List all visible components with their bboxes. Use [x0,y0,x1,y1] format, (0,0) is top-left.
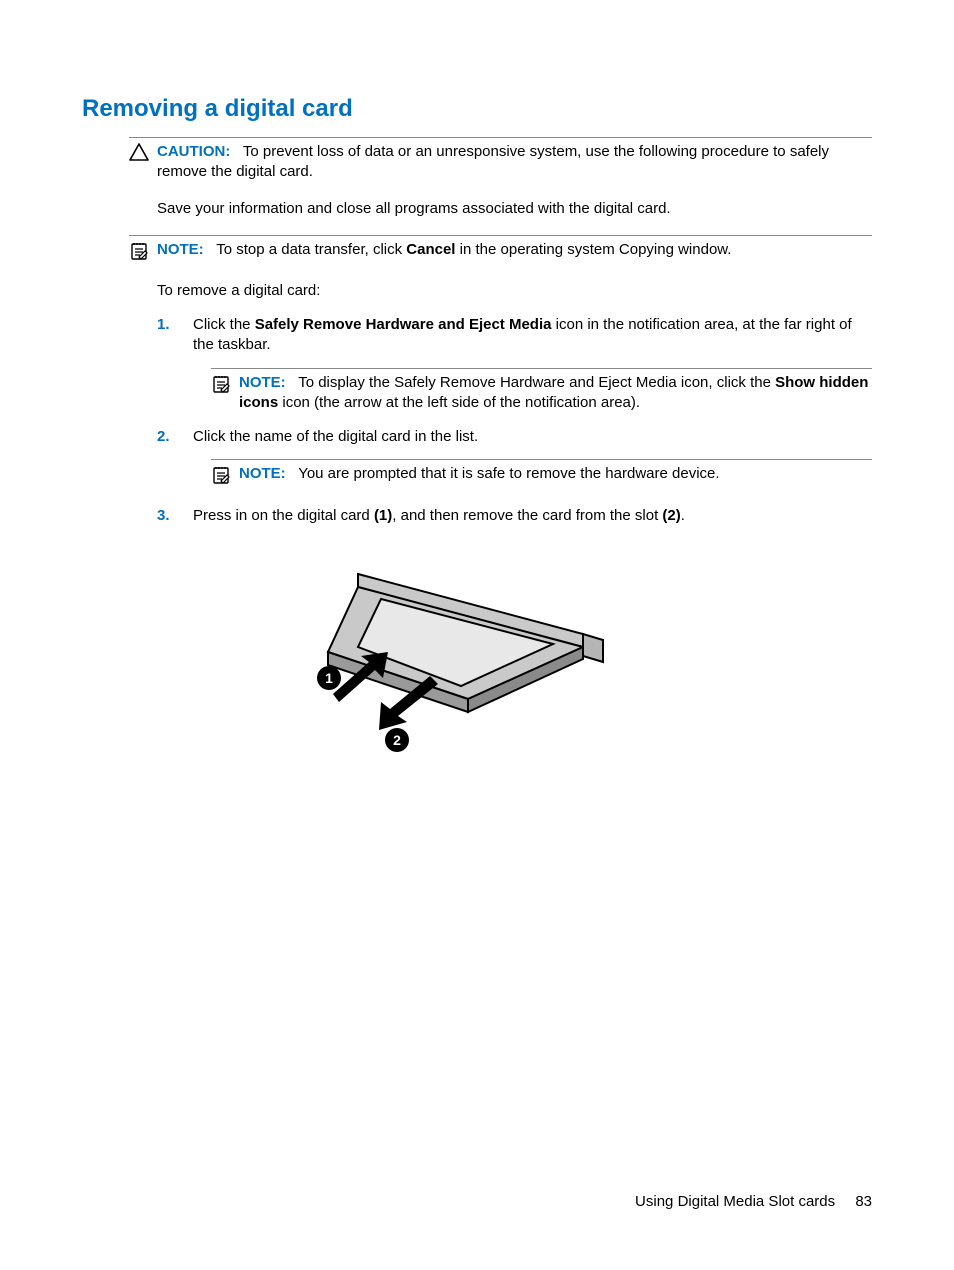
note-top-prefix: To stop a data transfer, click [216,241,406,258]
step-2: Click the name of the digital card in th… [157,427,872,492]
caution-callout: CAUTION: To prevent loss of data or an u… [129,137,872,183]
intro-paragraph: To remove a digital card: [157,281,872,301]
footer-page-number: 83 [855,1193,872,1210]
page-footer: Using Digital Media Slot cards 83 [635,1193,872,1210]
note-icon [129,241,151,265]
step-2-note-text: You are prompted that it is safe to remo… [298,465,719,482]
caution-icon [129,143,151,165]
step-3-p3: . [681,507,685,524]
note-icon [211,374,233,400]
step-3-p2: , and then remove the card from the slot [392,507,662,524]
illustration-label-1: 1 [325,670,333,686]
step-2-note-body: NOTE: You are prompted that it is safe t… [239,464,872,484]
note-callout-top: NOTE: To stop a data transfer, click Can… [129,235,872,265]
step-3-b1: (1) [374,507,392,524]
step-1-note-suffix: icon (the arrow at the left side of the … [278,394,640,411]
step-1-note: NOTE: To display the Safely Remove Hardw… [211,368,872,414]
step-2-note-label: NOTE: [239,465,286,482]
step-3: Press in on the digital card (1), and th… [157,506,872,761]
page-heading: Removing a digital card [82,95,872,123]
illustration-label-2: 2 [393,732,401,748]
caution-label: CAUTION: [157,143,230,160]
note-top-bold: Cancel [406,241,455,258]
note-icon [211,465,233,491]
caution-body: CAUTION: To prevent loss of data or an u… [157,142,872,183]
steps-list: Click the Safely Remove Hardware and Eje… [157,315,872,760]
caution-text: To prevent loss of data or an unresponsi… [157,143,829,180]
step-1-prefix: Click the [193,316,255,333]
note-top-body: NOTE: To stop a data transfer, click Can… [157,240,872,260]
card-removal-illustration: 1 2 [303,544,872,760]
step-2-note: NOTE: You are prompted that it is safe t… [211,459,872,491]
step-1-note-label: NOTE: [239,374,286,391]
note-top-label: NOTE: [157,241,204,258]
save-info-paragraph: Save your information and close all prog… [157,199,872,219]
step-2-text: Click the name of the digital card in th… [193,428,478,445]
note-top-suffix: in the operating system Copying window. [455,241,731,258]
step-3-p1: Press in on the digital card [193,507,374,524]
step-1-note-prefix: To display the Safely Remove Hardware an… [298,374,775,391]
document-page: Removing a digital card CAUTION: To prev… [0,0,954,760]
step-3-b2: (2) [662,507,680,524]
step-1-bold: Safely Remove Hardware and Eject Media [255,316,552,333]
step-1-note-body: NOTE: To display the Safely Remove Hardw… [239,373,872,414]
step-1: Click the Safely Remove Hardware and Eje… [157,315,872,413]
footer-section: Using Digital Media Slot cards [635,1193,835,1210]
